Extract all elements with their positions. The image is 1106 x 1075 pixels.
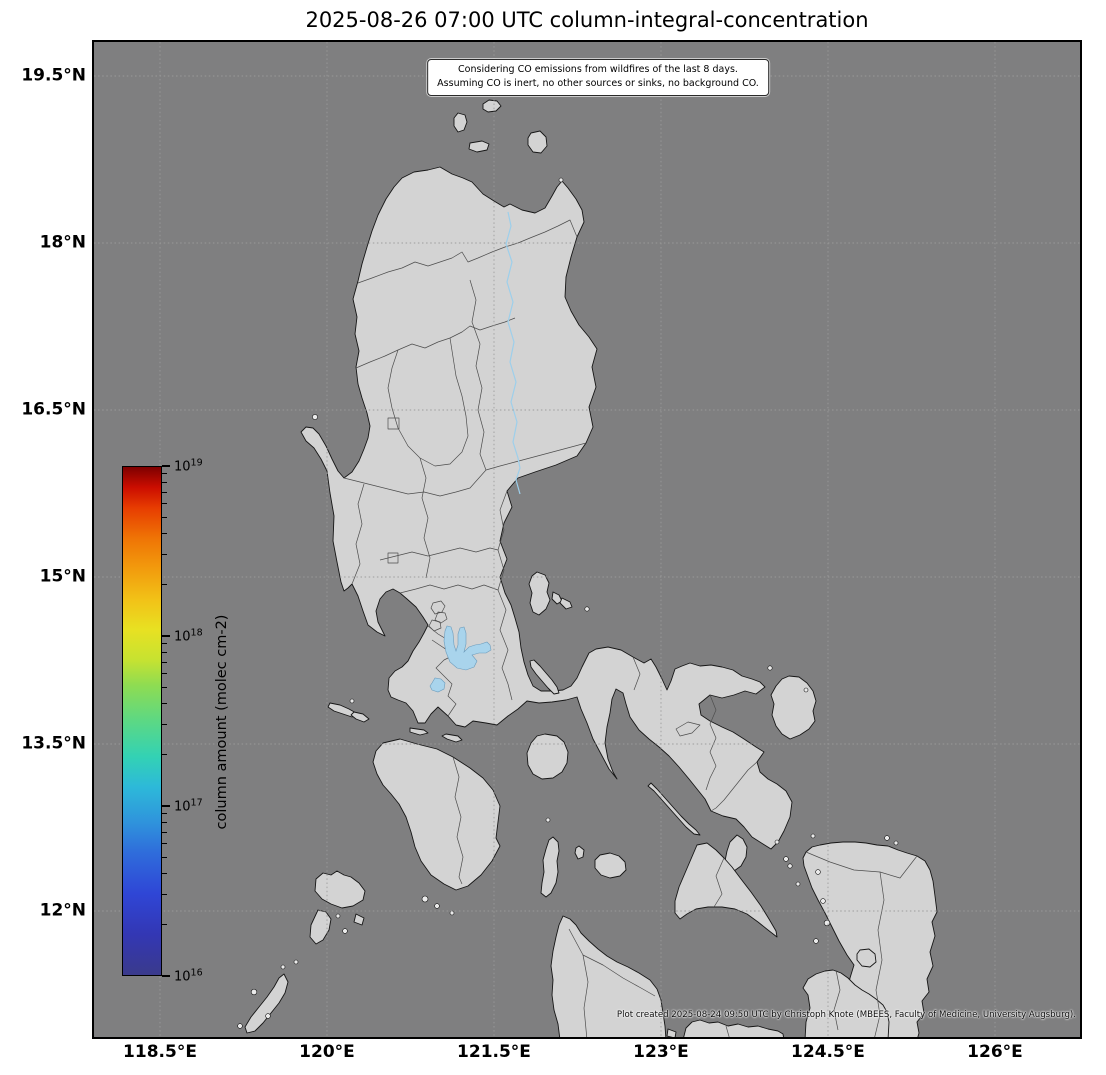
attribution-text: Plot created 2025-08-24 09:50 UTC by Chr… (616, 1010, 1076, 1020)
island-sibuyan (594, 852, 627, 879)
colorbar-tick-label: 1018 (174, 627, 203, 645)
island-guimaras (666, 1028, 677, 1037)
island-culion (309, 909, 332, 945)
colorbar-tick-mark (162, 503, 167, 505)
colorbar-tick-mark (162, 703, 167, 705)
island-burias (647, 782, 701, 836)
colorbar-tick-mark (162, 843, 167, 845)
colorbar-tick-mark (162, 481, 167, 483)
map-canvas (92, 40, 1082, 1039)
colorbar-tick-mark (162, 856, 167, 858)
colorbar-tick-mark (162, 673, 167, 675)
island-samar (802, 841, 938, 1037)
colorbar-tick-mark (162, 975, 170, 977)
colorbar-tick-mark (162, 805, 170, 807)
note-line-1: Considering CO emissions from wildfires … (458, 64, 738, 75)
x-axis-tick-label: 118.5°E (123, 1042, 197, 1062)
colorbar-tick-mark (162, 643, 167, 645)
colorbar-tick-mark (162, 831, 167, 833)
landmasses (244, 99, 938, 1037)
colorbar-tick-mark (162, 491, 167, 493)
colorbar-tick-mark (162, 584, 167, 586)
island-leyte (802, 969, 890, 1037)
island-biliran (856, 948, 877, 968)
y-axis-tick-label: 16.5°N (21, 399, 86, 420)
colorbar-tick-mark (162, 873, 167, 875)
island-babuyan (527, 130, 548, 154)
colorbar-tick-mark (162, 686, 167, 688)
colorbar-tick-mark (162, 635, 170, 637)
colorbar-tick-mark (162, 465, 170, 467)
lake-taal (429, 677, 446, 693)
island-busuanga (314, 870, 366, 909)
colorbar-tick-label: 1017 (174, 797, 203, 815)
colorbar-tick-mark (162, 533, 167, 535)
colorbar-tick-mark (162, 724, 167, 726)
small-islets (237, 177, 899, 1029)
island-polillo (528, 571, 551, 616)
page-title: 2025-08-26 07:00 UTC column-integral-con… (305, 8, 869, 32)
colorbar-tick-label: 1016 (174, 967, 203, 985)
island-coron (353, 913, 365, 926)
map-svg (94, 42, 1080, 1037)
island-babuyan (453, 112, 468, 133)
note-line-2: Assuming CO is inert, no other sources o… (437, 77, 759, 89)
island-polillo-minor (551, 591, 563, 605)
colorbar-tick-mark (162, 554, 167, 556)
y-axis-tick-label: 13.5°N (21, 733, 86, 754)
note-box: Considering CO emissions from wildfires … (427, 59, 769, 96)
island-romblon (574, 845, 585, 860)
colorbar-tick-mark (162, 661, 167, 663)
island-polillo-minor (559, 597, 573, 610)
colorbar-tick-mark (162, 813, 167, 815)
colorbar-axis-label: column amount (molec cm-2) (214, 614, 230, 830)
colorbar (122, 466, 162, 976)
cagayan-river (505, 211, 521, 495)
island-babuyan (468, 140, 490, 153)
colorbar-tick-label: 1019 (174, 457, 203, 475)
island-verde (441, 733, 463, 743)
y-axis-tick-label: 19.5°N (21, 65, 86, 86)
x-axis-tick-label: 124.5°E (791, 1042, 865, 1062)
island-alabat (529, 659, 560, 695)
island-marinduque (526, 733, 569, 780)
colorbar-tick-mark (162, 754, 167, 756)
colorbar-tick-mark (162, 516, 167, 518)
island-palawan-tip (244, 973, 289, 1034)
lakes (429, 625, 492, 693)
lake-laguna (443, 625, 492, 671)
province-boundaries (343, 219, 918, 1037)
x-axis-tick-label: 123°E (633, 1042, 689, 1062)
colorbar-tick-mark (162, 924, 167, 926)
island-negros (683, 1019, 784, 1037)
x-axis-tick-label: 120°E (299, 1042, 355, 1062)
island-babuyan (482, 99, 502, 113)
x-axis-tick-label: 126°E (967, 1042, 1023, 1062)
y-axis-tick-label: 12°N (39, 900, 86, 921)
colorbar-tick-mark (162, 894, 167, 896)
island-panay (550, 915, 667, 1037)
colorbar-tick-mark (162, 473, 167, 475)
island-mindoro (372, 738, 501, 891)
island-lubang (327, 702, 357, 718)
colorbar-tick-mark (162, 651, 167, 653)
island-maricaban (409, 727, 429, 736)
y-axis-tick-label: 18°N (39, 232, 86, 253)
x-axis-tick-label: 121.5°E (457, 1042, 531, 1062)
island-masbate (674, 842, 778, 938)
y-axis-tick-label: 15°N (39, 566, 86, 587)
island-lubang-minor (350, 711, 370, 723)
colorbar-tick-mark (162, 821, 167, 823)
island-tablas (540, 836, 560, 898)
